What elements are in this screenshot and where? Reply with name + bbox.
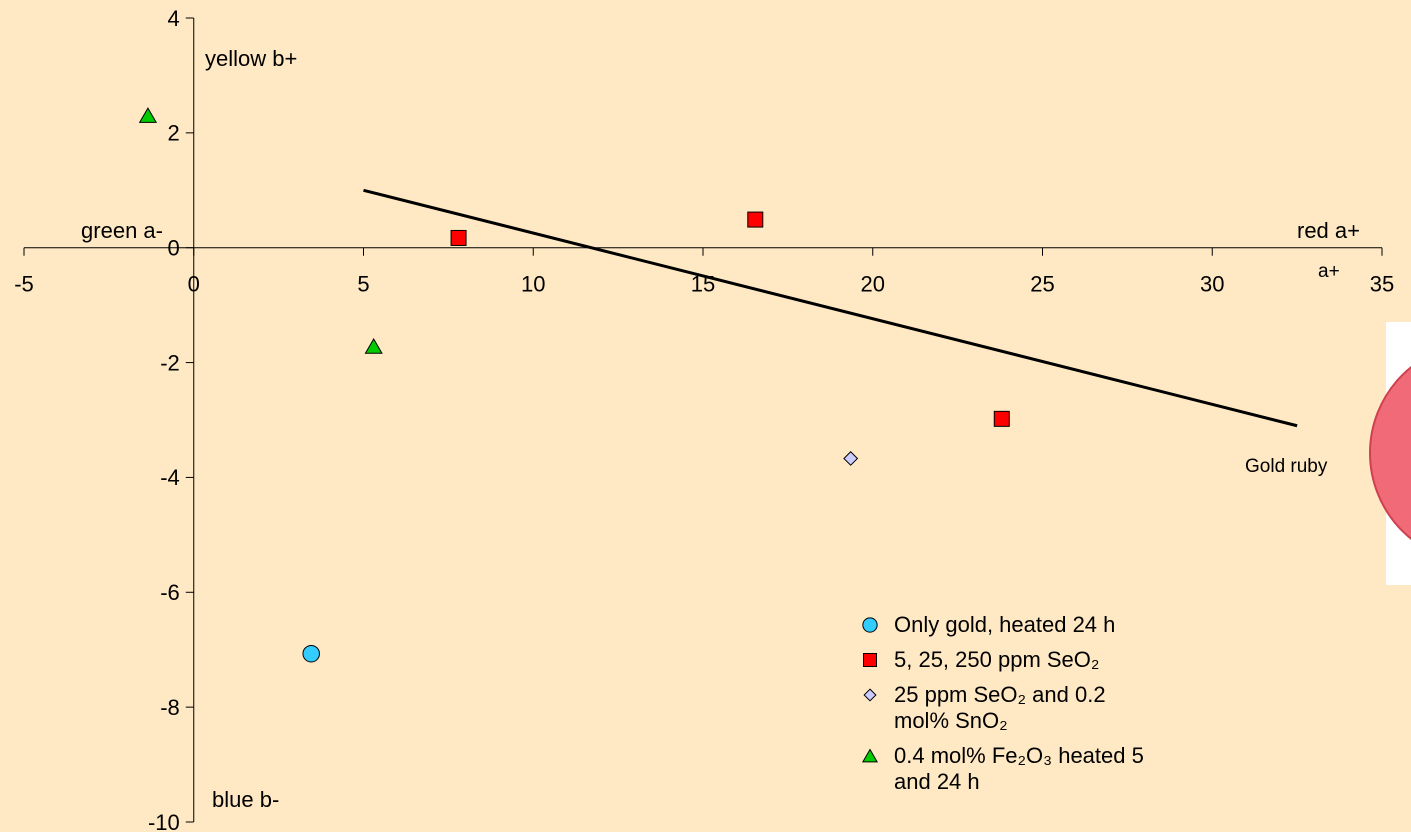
legend-label: 25 ppm SeO₂ and 0.2 mol% SnO₂ <box>894 682 1106 733</box>
x-tick-label: 35 <box>1370 272 1394 297</box>
legend-icon <box>862 617 878 633</box>
y-tick-label: -2 <box>160 350 180 375</box>
annotation: red a+ <box>1297 218 1360 243</box>
legend-icon <box>863 653 877 667</box>
point <box>862 748 878 763</box>
x-tick-label: 25 <box>1030 272 1054 297</box>
y-tick-label: -8 <box>160 695 180 720</box>
y-tick-label: -10 <box>148 810 180 832</box>
point <box>862 617 878 633</box>
trend-line <box>363 188 1298 428</box>
legend-icon <box>862 748 878 763</box>
point <box>138 107 158 123</box>
x-tick-label: 30 <box>1200 272 1224 297</box>
y-tick-label: -4 <box>160 465 180 490</box>
annotation: a+ <box>1318 261 1340 282</box>
legend-entry: 5, 25, 250 ppm SeO₂ <box>862 647 1162 673</box>
legend-entry: 25 ppm SeO₂ and 0.2 mol% SnO₂ <box>862 682 1162 734</box>
legend-icon <box>863 688 877 702</box>
annotation: green a- <box>81 218 163 243</box>
legend-entry: 0.4 mol% Fe₂O₃ heated 5 and 24 h <box>862 743 1162 795</box>
point <box>843 451 859 466</box>
point <box>863 653 877 667</box>
y-tick-label: 4 <box>168 6 180 31</box>
x-tick-label: 10 <box>521 272 545 297</box>
image-fragment <box>1369 366 1411 540</box>
x-tick-label: -5 <box>14 272 34 297</box>
legend-label: Only gold, heated 24 h <box>894 612 1116 637</box>
point <box>302 644 320 663</box>
point <box>863 688 877 702</box>
x-tick-label: 5 <box>357 272 369 297</box>
legend: Only gold, heated 24 h 5, 25, 250 ppm SeO… <box>862 612 1162 804</box>
legend-entry: Only gold, heated 24 h <box>862 612 1162 638</box>
x-tick-label: 0 <box>188 272 200 297</box>
x-tick-label: 20 <box>861 272 885 297</box>
point <box>747 211 764 228</box>
annotation: yellow b+ <box>205 46 297 71</box>
y-tick-label: -6 <box>160 580 180 605</box>
legend-label: 5, 25, 250 ppm SeO₂ <box>894 647 1100 672</box>
annotation: blue b- <box>212 787 279 812</box>
y-tick-label: 2 <box>168 121 180 146</box>
point <box>993 410 1010 427</box>
point <box>450 229 467 246</box>
y-tick-label: 0 <box>168 236 180 261</box>
annotation: Gold ruby <box>1245 456 1328 477</box>
legend-label: 0.4 mol% Fe₂O₃ heated 5 and 24 h <box>894 743 1144 794</box>
point <box>364 337 383 354</box>
